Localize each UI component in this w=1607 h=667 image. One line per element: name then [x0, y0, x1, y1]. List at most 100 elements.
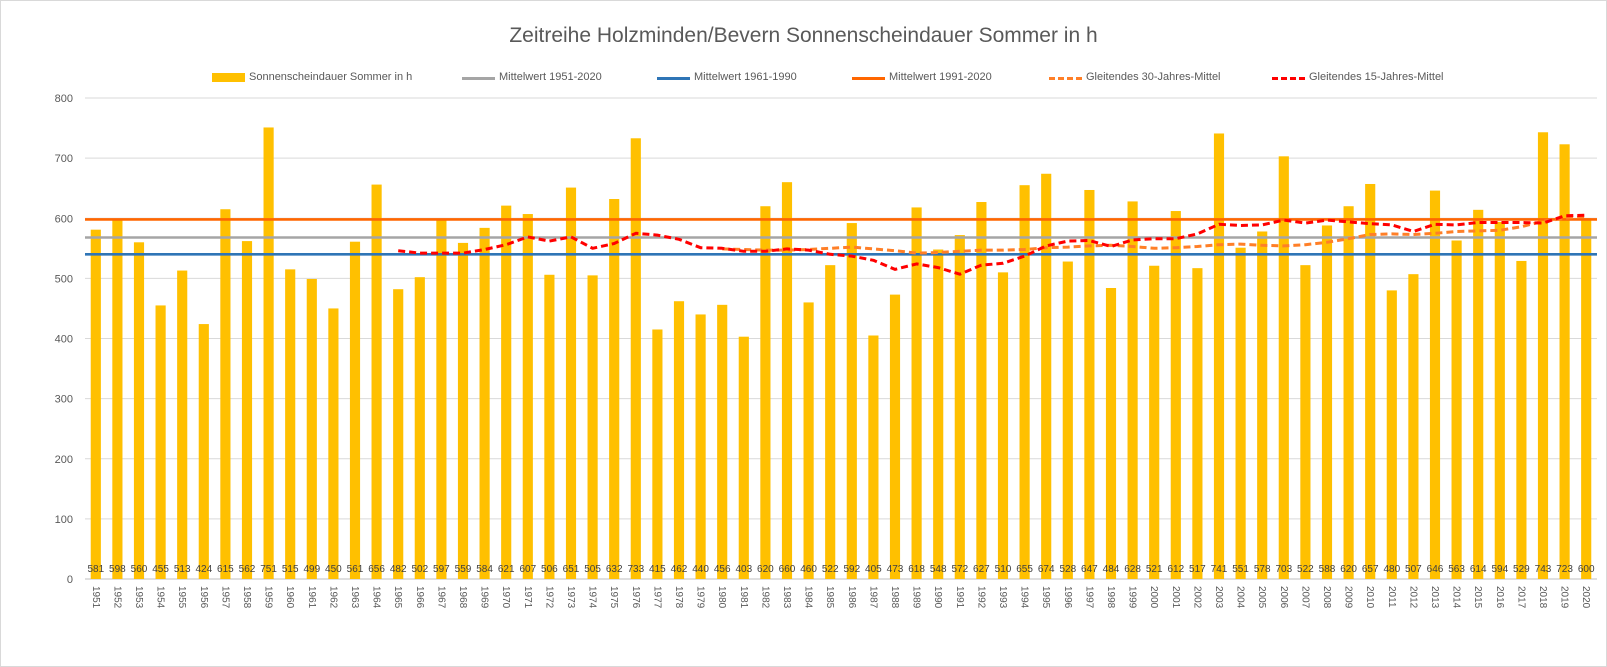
- data-label: 562: [239, 564, 256, 575]
- x-tick-label: 2012: [1407, 586, 1418, 609]
- x-tick-label: 1951: [90, 586, 101, 609]
- data-label: 618: [908, 564, 925, 575]
- legend-label: Sonnenscheindauer Sommer in h: [249, 71, 413, 83]
- legend-swatch-dashed: [1049, 77, 1082, 80]
- data-label: 560: [131, 564, 148, 575]
- data-label: 455: [152, 564, 169, 575]
- x-tick-label: 1956: [198, 586, 209, 609]
- bar: [349, 241, 361, 580]
- data-label: 405: [865, 564, 882, 575]
- data-label: 657: [1362, 564, 1379, 575]
- data-label: 559: [455, 564, 472, 575]
- bar: [976, 202, 987, 580]
- x-tick-label: 1974: [587, 586, 598, 609]
- bar: [133, 242, 145, 580]
- y-tick-label: 0: [67, 574, 73, 586]
- data-label: 656: [368, 564, 385, 575]
- data-label: 484: [1103, 564, 1120, 575]
- bar: [1278, 156, 1289, 580]
- legend-swatch-bars: [212, 73, 245, 82]
- x-tick-label: 2003: [1213, 586, 1224, 609]
- data-label: 628: [1124, 564, 1141, 575]
- x-tick-label: 1987: [867, 586, 878, 609]
- data-label: 548: [930, 564, 947, 575]
- data-label: 632: [606, 564, 623, 575]
- bar: [263, 127, 274, 580]
- bar: [436, 220, 447, 579]
- data-label: 517: [1189, 564, 1206, 575]
- x-tick-label: 2019: [1559, 586, 1570, 609]
- bar: [306, 278, 317, 579]
- data-label: 505: [584, 564, 601, 575]
- bar: [1494, 221, 1505, 580]
- x-tick-label: 1992: [975, 586, 986, 609]
- data-label: 528: [1059, 564, 1076, 575]
- legend: Sonnenscheindauer Sommer in h Mittelwert…: [0, 70, 1607, 86]
- bar: [1473, 209, 1484, 579]
- data-label: 614: [1470, 564, 1487, 575]
- data-label: 506: [541, 564, 558, 575]
- legend-label: Mittelwert 1991-2020: [889, 71, 992, 83]
- x-tick-label: 1973: [565, 586, 576, 609]
- moving-average-line: [722, 214, 1587, 255]
- bar: [371, 184, 382, 579]
- bar: [1235, 247, 1246, 579]
- x-tick-label: 1988: [889, 586, 900, 609]
- bar: [155, 305, 166, 579]
- bar: [1300, 265, 1311, 579]
- bar: [457, 242, 469, 579]
- y-tick-label: 600: [55, 213, 73, 225]
- data-label: 743: [1535, 564, 1552, 575]
- bar: [781, 182, 793, 580]
- data-label: 456: [714, 564, 731, 575]
- x-tick-label: 2013: [1429, 586, 1440, 609]
- bar: [997, 272, 1009, 579]
- bar: [889, 294, 901, 579]
- bar: [1257, 231, 1268, 580]
- bar: [414, 277, 425, 579]
- bar: [630, 138, 641, 579]
- bar: [1084, 189, 1095, 579]
- bar: [954, 235, 965, 579]
- data-label: 482: [390, 564, 407, 575]
- data-label: 597: [433, 564, 450, 575]
- x-tick-label: 1961: [306, 586, 317, 609]
- x-tick-label: 2002: [1191, 586, 1202, 609]
- data-label: 515: [282, 564, 299, 575]
- x-tick-label: 2001: [1170, 586, 1181, 609]
- x-tick-label: 1963: [349, 586, 360, 609]
- bar: [1343, 206, 1354, 579]
- x-tick-label: 1957: [219, 586, 230, 609]
- bar: [868, 335, 879, 579]
- data-label: 581: [87, 564, 104, 575]
- bar: [1019, 185, 1030, 579]
- bar: [1149, 265, 1160, 579]
- x-tick-label: 1998: [1105, 586, 1116, 609]
- y-tick-label: 800: [55, 93, 73, 105]
- x-tick-label: 1986: [846, 586, 857, 609]
- data-label: 529: [1513, 564, 1530, 575]
- x-tick-label: 1991: [954, 586, 965, 609]
- x-tick-label: 2018: [1537, 586, 1548, 609]
- x-tick-label: 1970: [500, 586, 511, 609]
- x-tick-label: 2000: [1148, 586, 1159, 609]
- bar: [1365, 183, 1376, 579]
- data-label: 600: [1578, 564, 1595, 575]
- bar: [112, 219, 123, 579]
- data-label: 621: [498, 564, 515, 575]
- x-tick-label: 1971: [522, 586, 533, 609]
- x-tick-label: 2006: [1278, 586, 1289, 609]
- bar: [1213, 133, 1225, 579]
- data-label: 607: [519, 564, 536, 575]
- legend-label: Gleitendes 15-Jahres-Mittel: [1309, 71, 1444, 83]
- bar: [544, 274, 555, 579]
- bar: [1041, 173, 1052, 579]
- bar: [587, 275, 598, 579]
- x-tick-label: 1983: [781, 586, 792, 609]
- data-label: 510: [995, 564, 1012, 575]
- x-tick-label: 2020: [1580, 586, 1591, 609]
- bar: [609, 199, 620, 579]
- bar: [565, 187, 577, 579]
- x-tick-label: 1975: [608, 586, 619, 609]
- bar: [522, 214, 533, 579]
